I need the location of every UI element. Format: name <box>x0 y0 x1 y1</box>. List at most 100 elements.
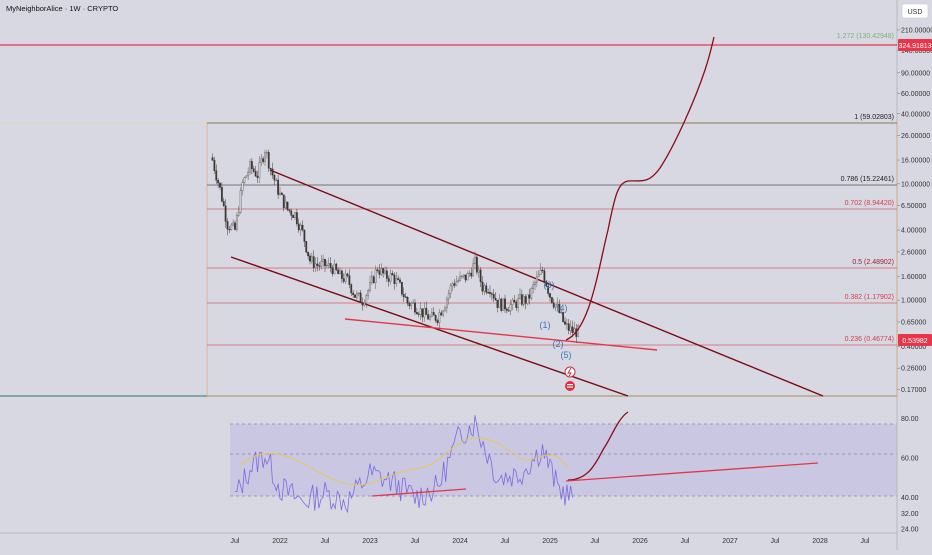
candle-body <box>519 294 521 299</box>
price-tick-label: 210.00000 <box>901 27 932 34</box>
candle-body <box>513 299 516 303</box>
candle-body <box>517 298 520 308</box>
rsi-band <box>230 424 897 496</box>
price-tick-label: 140.00000 <box>901 48 932 55</box>
candle-body <box>237 212 240 216</box>
time-tick-label: 2025 <box>542 538 558 545</box>
candle-body <box>301 224 304 231</box>
candle-body <box>466 273 469 281</box>
price-tick-label: 1.00000 <box>901 298 926 305</box>
time-tick-label: 2026 <box>632 538 648 545</box>
candle-body <box>384 270 386 274</box>
rsi-projection-curve[interactable] <box>567 411 629 481</box>
candle-body <box>357 292 360 294</box>
candle-body <box>393 274 396 284</box>
time-tick-label: 2027 <box>722 538 738 545</box>
channel-lower-line[interactable] <box>230 256 629 397</box>
candle-body <box>232 222 235 226</box>
candle-body <box>219 182 221 188</box>
price-tick-label: 0.26000 <box>901 366 926 373</box>
candle-body <box>217 180 220 184</box>
candle-body <box>524 296 527 304</box>
candle-body <box>442 310 445 316</box>
candle-body <box>369 282 371 291</box>
candle-body <box>427 314 430 320</box>
candle-body <box>430 312 433 317</box>
candle-body <box>230 224 233 230</box>
candle-body <box>331 267 334 274</box>
candle-body <box>235 214 238 230</box>
rsi-trend-line-left[interactable] <box>371 488 467 497</box>
candle-body <box>226 221 229 230</box>
fib-label-1272: 1.272 (130.42948) <box>837 33 894 40</box>
candle-body <box>537 274 540 278</box>
candle-body <box>385 270 388 279</box>
candle-body <box>567 323 570 331</box>
time-tick-label: Jul <box>411 538 420 545</box>
candle-body <box>490 293 493 295</box>
candle-body <box>389 273 392 282</box>
candle-body <box>337 269 340 275</box>
candle-body <box>489 292 491 294</box>
candle-body <box>552 302 555 308</box>
price-badge-top-text: 324.91813 <box>898 43 931 50</box>
candle-body <box>487 292 490 294</box>
time-axis[interactable]: Jul 2022 Jul 2023 Jul 2024 Jul 2025 Jul 2026 Jul 20… <box>231 538 870 545</box>
candle-body <box>541 269 544 272</box>
price-tick-label: 60.00000 <box>901 91 930 98</box>
rsi-tick-label: 60.00 <box>901 456 919 463</box>
candle-body <box>314 263 317 268</box>
candle-body <box>479 269 482 283</box>
candle-body <box>262 158 265 162</box>
candle-body <box>352 292 355 295</box>
candle-body <box>320 261 323 267</box>
rsi-trend-line-right[interactable] <box>565 462 819 482</box>
candle-body <box>355 293 358 298</box>
candle-body <box>530 288 533 299</box>
fib-label-0236: 0.236 (0.46774) <box>845 336 894 343</box>
time-tick-label: 2024 <box>452 538 468 545</box>
candle-body <box>380 268 383 275</box>
candle-body <box>414 302 416 313</box>
candle-body <box>322 259 325 262</box>
candle-body <box>410 303 413 307</box>
price-axis[interactable]: 210.00000 140.00000 90.00000 60.00000 40.000… <box>897 27 932 394</box>
candle-body <box>348 275 351 285</box>
candle-body <box>354 294 356 298</box>
support-line[interactable] <box>344 318 658 351</box>
fib-label-0786: 0.786 (15.22461) <box>841 176 894 183</box>
currency-button[interactable] <box>901 3 929 19</box>
candle-body <box>290 210 293 216</box>
price-tick-label: 0.65000 <box>901 319 926 326</box>
candle-body <box>312 256 315 268</box>
candle-body <box>335 263 338 271</box>
rsi-axis[interactable]: 80.00 60.00 40.00 32.00 24.00 <box>901 416 919 533</box>
candle-body <box>477 269 480 273</box>
candle-body <box>459 276 461 281</box>
price-tick-label: 26.00000 <box>901 133 930 140</box>
candle-body <box>363 302 366 306</box>
candle-body <box>378 270 381 275</box>
candle-body <box>241 182 244 191</box>
candle-body <box>339 270 341 275</box>
candle-body <box>577 325 580 337</box>
candle-body <box>359 292 362 303</box>
candle-body <box>245 175 248 178</box>
lightning-glyph-icon <box>567 367 572 377</box>
lightning-icon[interactable] <box>564 366 576 378</box>
candle-body <box>299 224 302 231</box>
candle-body <box>387 278 390 282</box>
price-projection-curve[interactable] <box>565 36 715 341</box>
flag-icon[interactable] <box>565 381 575 391</box>
candle-body <box>470 272 473 277</box>
candle-body <box>374 269 377 284</box>
candle-body <box>571 326 574 333</box>
candle-body <box>436 320 439 323</box>
candle-body <box>447 293 450 300</box>
candle-body <box>258 162 261 178</box>
fib-label-1: 1 (59.02803) <box>854 114 894 121</box>
candle-body <box>532 284 535 289</box>
wave-label-5: (5) <box>561 350 572 360</box>
fib-label-0382: 0.382 (1.17902) <box>845 294 894 301</box>
